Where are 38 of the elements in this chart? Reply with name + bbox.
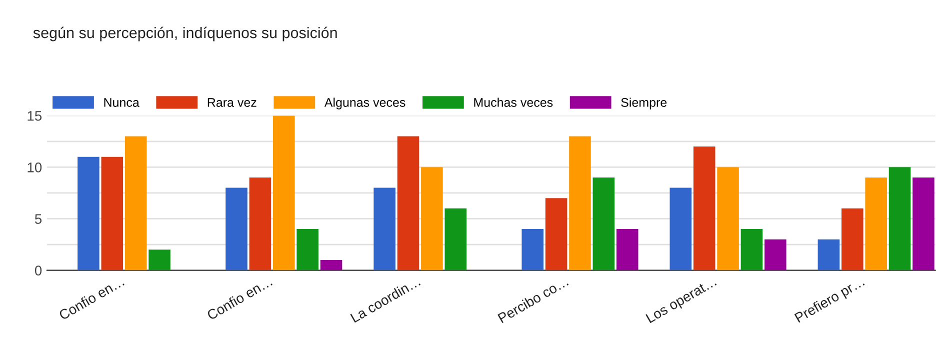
y-tick-label: 5 xyxy=(34,214,42,224)
bar xyxy=(124,136,147,270)
y-tick-label: 10 xyxy=(28,162,42,172)
bar xyxy=(693,146,716,270)
bar xyxy=(841,208,864,270)
bar xyxy=(717,167,739,270)
bar xyxy=(148,250,170,270)
bar xyxy=(740,229,763,270)
bar xyxy=(545,198,568,270)
bar xyxy=(569,136,591,270)
y-tick-label: 0 xyxy=(34,266,42,276)
bar xyxy=(670,188,692,270)
bar xyxy=(888,167,911,270)
bar xyxy=(320,260,342,270)
bar xyxy=(101,156,124,270)
bar xyxy=(818,239,840,270)
chart-title: según su percepción, indíquenos su posición xyxy=(33,26,337,42)
bar xyxy=(272,116,295,270)
legend-label: Siempre xyxy=(621,98,667,110)
bar xyxy=(616,229,638,270)
bar xyxy=(592,177,615,270)
legend-label: Rara vez xyxy=(208,98,256,107)
bar xyxy=(865,177,887,270)
bar xyxy=(912,177,934,270)
bar xyxy=(444,208,467,270)
legend-label: Muchas veces xyxy=(474,98,553,107)
legend-label: Nunca xyxy=(104,98,140,107)
bar xyxy=(374,188,396,270)
bar xyxy=(226,188,248,270)
bar xyxy=(78,156,100,270)
bar xyxy=(296,229,318,270)
bar xyxy=(764,239,786,270)
bar xyxy=(522,229,544,270)
bar xyxy=(421,167,443,270)
legend-label: Algunas veces xyxy=(324,98,406,110)
y-tick-label: 15 xyxy=(28,111,42,121)
bar xyxy=(249,177,272,270)
bar xyxy=(397,136,420,270)
